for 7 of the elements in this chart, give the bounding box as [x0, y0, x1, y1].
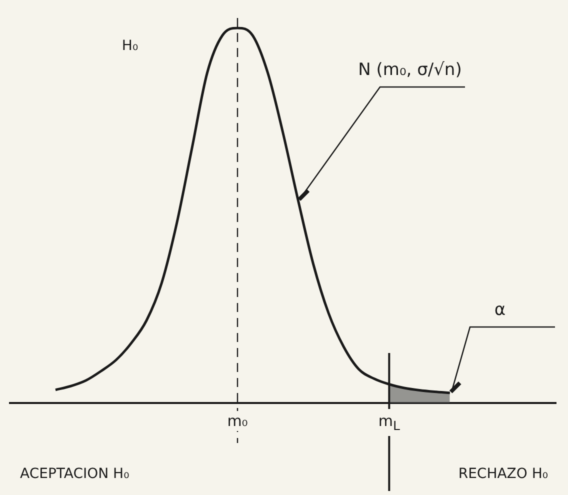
text: ACEPTACION H₀	[20, 466, 130, 482]
annotation: H₀	[122, 38, 138, 54]
text: N (m₀, σ/√n)	[358, 60, 462, 80]
text: RECHAZO H₀	[458, 466, 548, 482]
x-tick-label: m₀	[225, 411, 250, 431]
x-tick-label: m$_{L}$	[376, 411, 402, 436]
text: α	[494, 300, 506, 320]
